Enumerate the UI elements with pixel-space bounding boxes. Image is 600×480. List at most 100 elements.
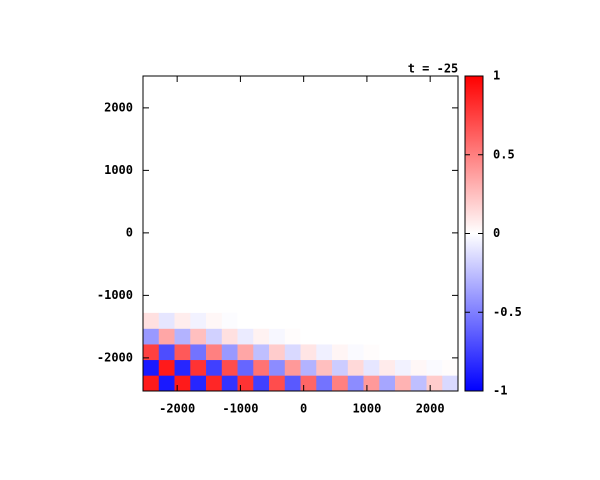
heat-cell <box>442 344 459 361</box>
heat-cell <box>190 359 207 376</box>
heat-cell <box>143 328 160 345</box>
heat-cell <box>316 312 333 329</box>
heat-cell <box>284 328 301 345</box>
heat-cell <box>442 328 459 345</box>
x-tick-label: 2000 <box>416 402 445 416</box>
heat-cell <box>190 344 207 361</box>
heatmap <box>143 312 459 392</box>
heat-cell <box>426 312 443 329</box>
heat-cell <box>206 359 223 376</box>
heat-cell <box>190 328 207 345</box>
heat-cell <box>395 359 412 376</box>
heat-cell <box>221 344 238 361</box>
heat-cell <box>269 328 286 345</box>
colorbar-tick-label: 0.5 <box>493 147 515 161</box>
heat-cell <box>316 375 333 392</box>
heat-cell <box>332 312 349 329</box>
x-tick-label: -1000 <box>222 402 258 416</box>
heat-cell <box>269 375 286 392</box>
y-tick-label: 1000 <box>104 163 133 177</box>
heat-cell <box>269 312 286 329</box>
heat-cell <box>410 344 427 361</box>
heat-cell <box>174 375 191 392</box>
heat-cell <box>158 344 175 361</box>
heat-cell <box>237 344 254 361</box>
heat-cell <box>158 359 175 376</box>
heat-cell <box>253 375 270 392</box>
heat-cell <box>379 312 396 329</box>
heat-cell <box>190 312 207 329</box>
heat-cell <box>379 328 396 345</box>
heat-cell <box>237 312 254 329</box>
y-tick-label: 0 <box>126 225 133 239</box>
heat-cell <box>158 312 175 329</box>
heat-cell <box>316 328 333 345</box>
heat-cell <box>332 344 349 361</box>
y-tick-label: -1000 <box>97 288 133 302</box>
heat-cell <box>410 328 427 345</box>
heat-cell <box>284 359 301 376</box>
heat-cell <box>269 344 286 361</box>
heat-cell <box>363 344 380 361</box>
heat-cell <box>379 375 396 392</box>
heat-cell <box>426 359 443 376</box>
heat-cell <box>253 344 270 361</box>
heat-cell <box>426 375 443 392</box>
heat-cell <box>237 328 254 345</box>
heat-cell <box>143 375 160 392</box>
heat-cell <box>332 359 349 376</box>
heat-cell <box>174 312 191 329</box>
heat-cell <box>363 375 380 392</box>
heat-cell <box>410 375 427 392</box>
heat-cell <box>284 375 301 392</box>
x-tick-label: 0 <box>300 402 307 416</box>
heat-cell <box>347 328 364 345</box>
heat-cell <box>174 344 191 361</box>
heat-cell <box>395 375 412 392</box>
heat-cell <box>347 344 364 361</box>
colorbar-tick-label: 0 <box>493 226 500 240</box>
heat-cell <box>347 375 364 392</box>
heat-cell <box>379 344 396 361</box>
heat-cell <box>363 359 380 376</box>
heat-cell <box>206 312 223 329</box>
colorbar-tick-label: 1 <box>493 69 500 83</box>
heat-cell <box>442 312 459 329</box>
heat-cell <box>221 375 238 392</box>
heat-cell <box>410 359 427 376</box>
heat-cell <box>300 375 317 392</box>
plot-frame <box>142 75 459 392</box>
heat-cell <box>300 359 317 376</box>
heat-cell <box>410 312 427 329</box>
x-tick-label: -2000 <box>159 402 195 416</box>
heat-cell <box>174 328 191 345</box>
heat-cell <box>158 328 175 345</box>
heat-cell <box>143 359 160 376</box>
x-tick-label: 1000 <box>352 402 381 416</box>
heat-cell <box>442 375 459 392</box>
y-tick-label: -2000 <box>97 350 133 364</box>
heat-cell <box>269 359 286 376</box>
heat-cell <box>158 375 175 392</box>
heat-cell <box>284 312 301 329</box>
heat-cell <box>221 312 238 329</box>
heat-cell <box>316 344 333 361</box>
heat-cell <box>426 328 443 345</box>
colorbar-tick-label: -1 <box>493 384 507 398</box>
heat-cell <box>300 344 317 361</box>
heat-cell <box>347 359 364 376</box>
heat-cell <box>300 312 317 329</box>
heat-cell <box>143 344 160 361</box>
heat-cell <box>221 328 238 345</box>
heat-cell <box>379 359 396 376</box>
heat-cell <box>253 328 270 345</box>
y-tick-label: 2000 <box>104 100 133 114</box>
heat-cell <box>174 359 191 376</box>
heat-cell <box>237 359 254 376</box>
heat-cell <box>206 375 223 392</box>
heat-cell <box>426 344 443 361</box>
heat-cell <box>221 359 238 376</box>
heat-cell <box>237 375 254 392</box>
heat-cell <box>395 328 412 345</box>
